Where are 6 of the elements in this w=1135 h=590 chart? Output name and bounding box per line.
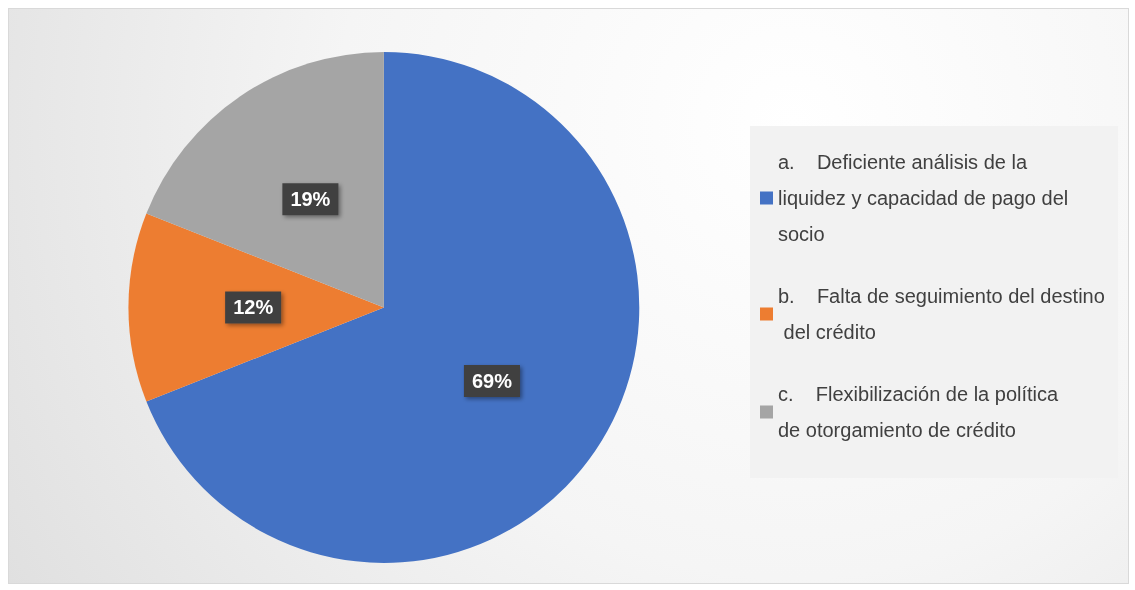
data-label: 12% [233, 296, 274, 319]
data-label: 69% [471, 369, 513, 392]
data-label: 19% [290, 188, 331, 211]
legend-label: b. Falta de seguimiento del destino del crédito [778, 285, 1105, 343]
legend-label: c. Flexibilización de la política de otorgamiento de crédito [778, 383, 1064, 441]
legend-label: a. Deficiente análisis de la liquidez y capacidad de pago del socio [778, 151, 1074, 245]
